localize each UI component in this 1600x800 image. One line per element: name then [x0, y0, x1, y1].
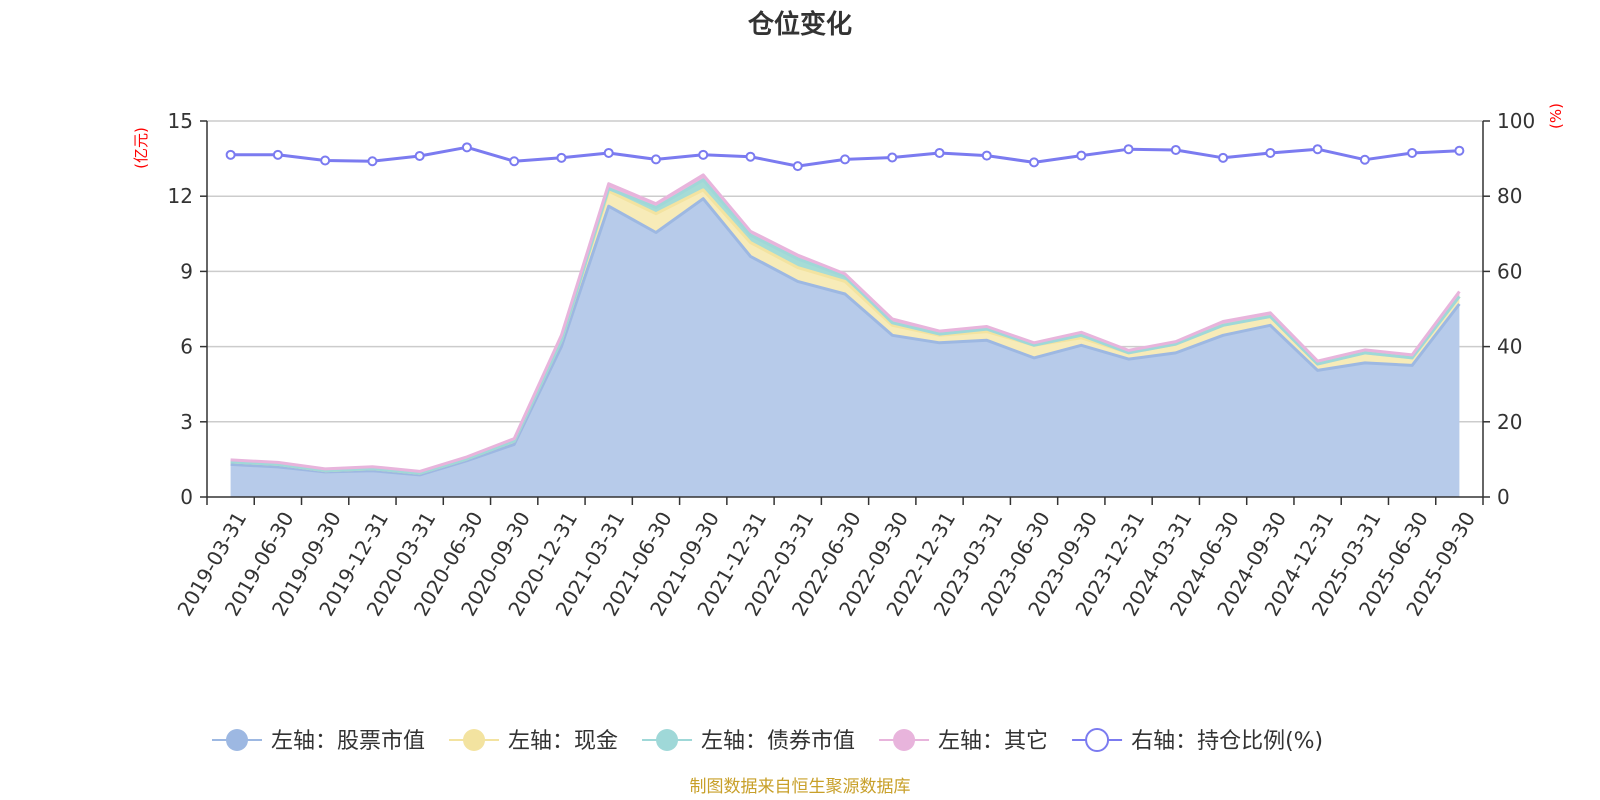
- area-fill-0: [230, 198, 1460, 497]
- ratio-point: [320, 155, 331, 166]
- left-tick-label: 12: [168, 184, 193, 208]
- legend-item-4: 右轴：持仓比例(%): [1072, 728, 1323, 754]
- legend-marker: [656, 729, 679, 751]
- legend-label: 左轴：现金: [508, 729, 618, 754]
- area-line-2: [230, 178, 1461, 475]
- left-tick-label: 6: [180, 335, 193, 359]
- ratio-point: [1029, 157, 1040, 168]
- ratio-point: [792, 161, 803, 172]
- ratio-point: [745, 151, 756, 162]
- ratio-point: [272, 149, 283, 160]
- legend-label: 右轴：持仓比例(%): [1131, 729, 1323, 754]
- right-tick-label: 60: [1497, 259, 1522, 283]
- ratio-point: [698, 149, 709, 160]
- ratio-point: [367, 156, 378, 167]
- ratio-point: [1076, 150, 1087, 161]
- ratio-point: [603, 147, 614, 158]
- legend-item-2: 左轴：债券市值: [642, 729, 855, 754]
- chart-title: 仓位变化: [747, 9, 852, 40]
- legend-marker: [226, 729, 248, 751]
- ratio-point: [1312, 144, 1323, 155]
- left-tick-label: 15: [168, 109, 193, 133]
- legend-marker: [1085, 728, 1110, 752]
- stacked-areas: [230, 173, 1461, 497]
- legend-marker: [893, 729, 916, 751]
- right-tick-label: 40: [1497, 335, 1522, 359]
- ratio-point: [509, 156, 520, 167]
- ratio-point: [887, 152, 898, 163]
- ratio-point: [1265, 147, 1276, 158]
- legend-label: 左轴：其它: [938, 729, 1048, 754]
- ratio-point: [461, 142, 472, 153]
- ratio-point: [1359, 154, 1370, 165]
- left-tick-label: 9: [180, 259, 193, 283]
- area-line-0: [230, 197, 1461, 477]
- ratio-point: [1170, 144, 1181, 155]
- left-tick-label: 0: [180, 485, 193, 509]
- data-source-note: 制图数据来自恒生聚源数据库: [690, 777, 911, 797]
- ratio-point: [556, 152, 567, 163]
- area-line-3: [230, 173, 1461, 473]
- area-fill-1: [230, 189, 1460, 475]
- ratio-point: [934, 147, 945, 158]
- position-ratio-series: [225, 142, 1465, 172]
- ratio-point: [981, 150, 992, 161]
- ratio-point: [1218, 152, 1229, 163]
- legend-marker: [463, 729, 486, 751]
- ratio-point: [1454, 145, 1465, 156]
- right-tick-label: 0: [1497, 485, 1510, 509]
- legend-item-3: 左轴：其它: [879, 729, 1048, 754]
- right-tick-label: 20: [1497, 410, 1522, 434]
- right-tick-label: 100: [1497, 109, 1535, 133]
- ratio-point: [225, 149, 236, 160]
- ratio-point: [650, 154, 661, 165]
- legend-label: 左轴：股票市值: [271, 729, 425, 754]
- legend: 左轴：股票市值 左轴：现金 左轴：债券市值 左轴：其它 右轴：持仓比例(%): [212, 728, 1323, 754]
- legend-item-1: 左轴：现金: [449, 729, 618, 754]
- right-axis-unit: (%): [1547, 103, 1565, 129]
- legend-item-0: 左轴：股票市值: [212, 729, 425, 754]
- ratio-point: [414, 150, 425, 161]
- ratio-point: [1407, 147, 1418, 158]
- ratio-point: [840, 154, 850, 165]
- left-axis-unit: (亿元): [132, 127, 150, 169]
- legend-label: 左轴：债券市值: [701, 729, 855, 754]
- right-tick-label: 80: [1497, 184, 1522, 208]
- ratio-point: [1123, 144, 1134, 155]
- left-tick-label: 3: [180, 410, 193, 434]
